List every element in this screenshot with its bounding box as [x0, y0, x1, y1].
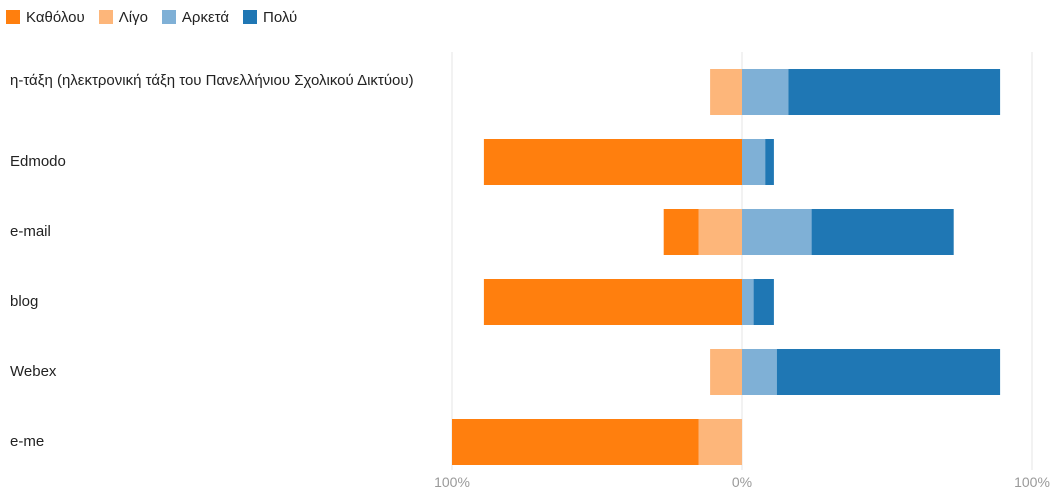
legend-item: Πολύ: [243, 9, 297, 26]
category-label: e-me: [10, 433, 45, 450]
category-label: η-τάξη (ηλεκτρονική τάξη του Πανελλήνιου…: [10, 72, 414, 89]
legend-swatch: [98, 10, 113, 24]
bar-segment: [742, 139, 766, 185]
bar-segment: [452, 419, 699, 465]
bar-segment: [698, 209, 742, 255]
legend-swatch: [161, 10, 176, 24]
legend-item: Λίγο: [98, 8, 148, 26]
bar-segment: [742, 209, 812, 255]
chart-legend: Καθόλου Λίγο Αρκετά Πολύ: [6, 6, 311, 28]
bar-segment: [753, 279, 774, 325]
legend-label: Αρκετά: [181, 8, 230, 26]
bar-segment: [483, 279, 742, 325]
bar-segment: [765, 139, 774, 185]
legend-item: Αρκετά: [161, 8, 230, 26]
legend-item: Καθόλου: [6, 9, 85, 26]
bar-segment: [742, 69, 789, 115]
bar-segment: [788, 69, 1001, 115]
bar-segment: [811, 209, 954, 255]
x-tick-label: 100%: [434, 474, 470, 490]
bar-segment: [742, 279, 754, 325]
bar-segment: [776, 349, 1001, 395]
x-tick-label: 100%: [1014, 474, 1050, 490]
legend-label: Λίγο: [118, 8, 148, 26]
legend-label: Πολύ: [263, 8, 298, 26]
category-label: Webex: [10, 363, 57, 380]
legend-swatch: [243, 10, 258, 24]
bar-segment: [742, 349, 777, 395]
bar-segment: [698, 419, 742, 465]
category-label: Edmodo: [10, 153, 66, 170]
bar-segment: [710, 69, 742, 115]
bar-segment: [710, 349, 742, 395]
legend-label: Καθόλου: [26, 8, 85, 26]
bar-segment: [663, 209, 699, 255]
category-label: blog: [10, 293, 39, 310]
x-tick-label: 0%: [731, 474, 753, 490]
bar-segment: [483, 139, 742, 185]
category-label: e-mail: [10, 223, 51, 240]
legend-swatch: [6, 10, 20, 24]
